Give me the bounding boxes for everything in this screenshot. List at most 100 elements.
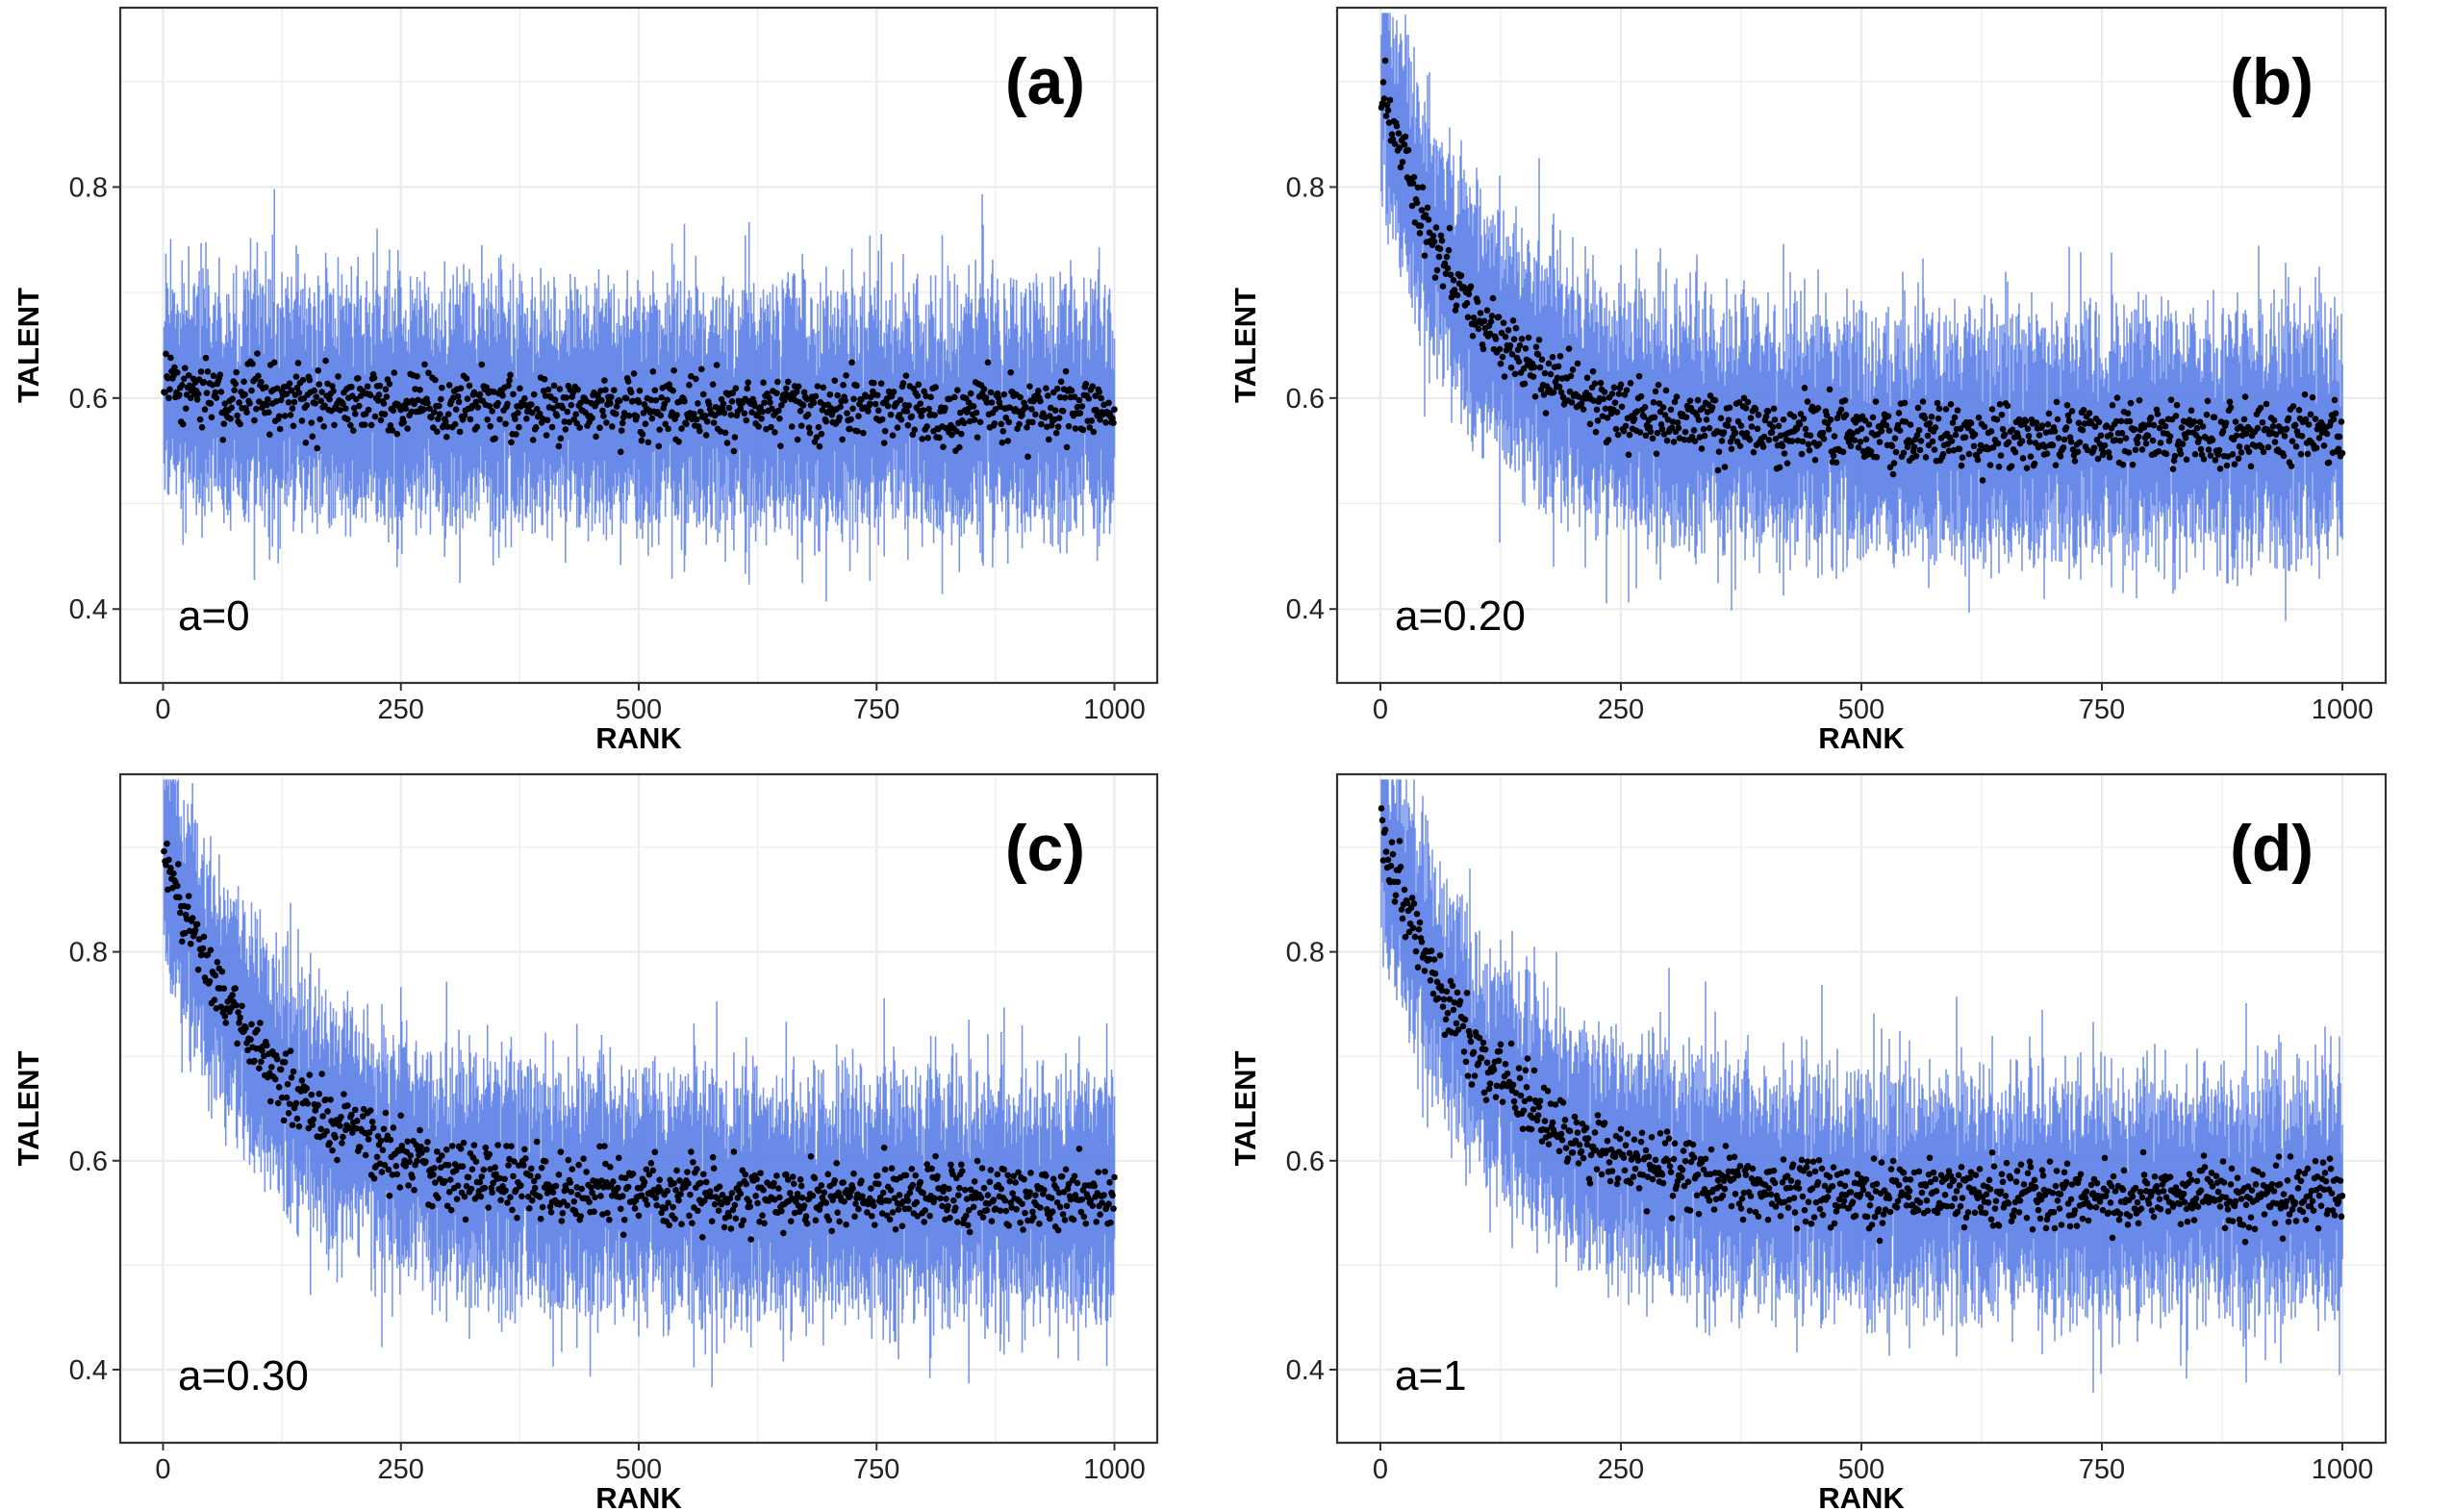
point [771,429,778,436]
point [1610,384,1618,391]
point [1759,443,1767,450]
point [915,381,923,389]
point [1443,253,1451,261]
point [748,409,755,416]
point [619,419,626,427]
point [799,402,807,409]
point [1998,411,2006,418]
x-axis-title: RANK [595,721,682,755]
point [1987,428,1995,435]
point [164,374,171,382]
point [2240,416,2248,423]
point [1952,431,1960,439]
point [302,439,310,446]
point [1760,433,1768,441]
point [2162,422,2169,430]
point [1796,420,1804,428]
point [391,369,398,376]
point [1089,383,1097,390]
point [1902,418,1909,425]
point [1093,407,1100,414]
point [543,432,550,439]
point [1111,406,1118,414]
point [1418,207,1426,214]
point [2172,413,2180,419]
point [2289,403,2297,410]
point [804,411,812,418]
point [609,423,616,430]
point [1975,414,1983,421]
point [217,389,225,395]
point [1912,452,1920,460]
point [1637,392,1645,400]
point [1536,364,1544,371]
point [2289,438,2296,444]
point [812,392,820,400]
point [1681,436,1688,443]
point [281,413,289,419]
point [822,417,830,425]
point [904,421,912,429]
point [797,422,805,429]
point [1037,397,1044,405]
point [1670,439,1678,445]
point [658,393,666,401]
point [2323,430,2331,438]
point [180,375,188,383]
point [1917,438,1925,444]
point [973,409,980,416]
x-tick-label: 250 [1598,694,1644,725]
point [1615,391,1623,397]
point [613,403,620,410]
point [803,395,811,403]
point [1762,413,1770,420]
mean-points [161,350,1118,461]
point [649,367,657,375]
point [2173,401,2181,409]
point [174,368,181,376]
point [1601,389,1608,395]
point [1865,421,1873,428]
point [181,365,189,371]
point [1781,450,1788,457]
point [1891,435,1899,441]
point [1686,397,1694,404]
point [1508,351,1516,358]
point [528,409,536,416]
point [1855,443,1862,451]
point [1555,383,1563,391]
point [873,391,881,399]
point [1742,405,1750,412]
point [1063,443,1071,451]
point [1830,452,1837,460]
point [309,433,316,441]
point [277,396,285,404]
point [1004,438,1012,444]
point [1053,385,1061,392]
point [837,403,844,411]
point [198,424,206,431]
point [1667,406,1675,414]
point [1942,406,1950,413]
point [544,416,551,424]
point [793,388,800,395]
point [730,447,738,455]
point [1867,448,1875,455]
point [320,423,327,430]
point [931,412,938,418]
point [1435,253,1443,261]
point [744,385,751,392]
point [847,425,853,433]
point [428,414,435,421]
point [166,386,173,393]
point [1397,164,1404,171]
point [1732,429,1739,437]
point [805,424,813,431]
point [1776,464,1783,471]
point [1913,432,1921,439]
point [721,410,728,416]
point [1736,442,1744,449]
point [1062,367,1070,375]
point [2232,418,2239,425]
point [1424,204,1431,212]
